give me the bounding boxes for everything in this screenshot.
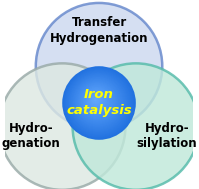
- Circle shape: [73, 77, 123, 127]
- Text: Hydro-
genation: Hydro- genation: [2, 122, 60, 150]
- Circle shape: [66, 70, 131, 135]
- Circle shape: [65, 70, 132, 136]
- Circle shape: [87, 91, 105, 109]
- Circle shape: [81, 85, 112, 116]
- Circle shape: [80, 84, 115, 119]
- Circle shape: [85, 88, 108, 112]
- Circle shape: [36, 3, 162, 129]
- Circle shape: [78, 82, 117, 121]
- Text: Transfer
Hydrogenation: Transfer Hydrogenation: [50, 16, 148, 45]
- Circle shape: [90, 94, 101, 105]
- Text: Iron
catalysis: Iron catalysis: [66, 88, 132, 118]
- Circle shape: [89, 93, 103, 107]
- Text: Hydro-
silylation: Hydro- silylation: [137, 122, 197, 150]
- Circle shape: [73, 63, 199, 189]
- Circle shape: [83, 87, 110, 114]
- Circle shape: [80, 84, 113, 118]
- Circle shape: [84, 88, 109, 113]
- Circle shape: [85, 89, 107, 111]
- Circle shape: [72, 76, 124, 128]
- Circle shape: [69, 73, 128, 132]
- Circle shape: [93, 97, 98, 102]
- Circle shape: [67, 71, 130, 134]
- Circle shape: [90, 93, 102, 106]
- Circle shape: [77, 81, 118, 122]
- Circle shape: [75, 79, 120, 124]
- Circle shape: [63, 67, 135, 139]
- Circle shape: [76, 80, 119, 122]
- Circle shape: [79, 83, 116, 119]
- Circle shape: [64, 68, 134, 138]
- Circle shape: [71, 75, 125, 129]
- Circle shape: [92, 96, 99, 103]
- Circle shape: [70, 74, 127, 131]
- Circle shape: [88, 92, 104, 108]
- Circle shape: [68, 72, 129, 133]
- Circle shape: [75, 79, 121, 125]
- Circle shape: [0, 63, 125, 189]
- Circle shape: [94, 98, 97, 101]
- Circle shape: [91, 95, 100, 104]
- Circle shape: [95, 98, 96, 100]
- Circle shape: [74, 78, 122, 126]
- Circle shape: [62, 66, 136, 140]
- Circle shape: [82, 86, 111, 115]
- Circle shape: [70, 74, 126, 130]
- Circle shape: [65, 69, 133, 137]
- Circle shape: [86, 90, 106, 110]
